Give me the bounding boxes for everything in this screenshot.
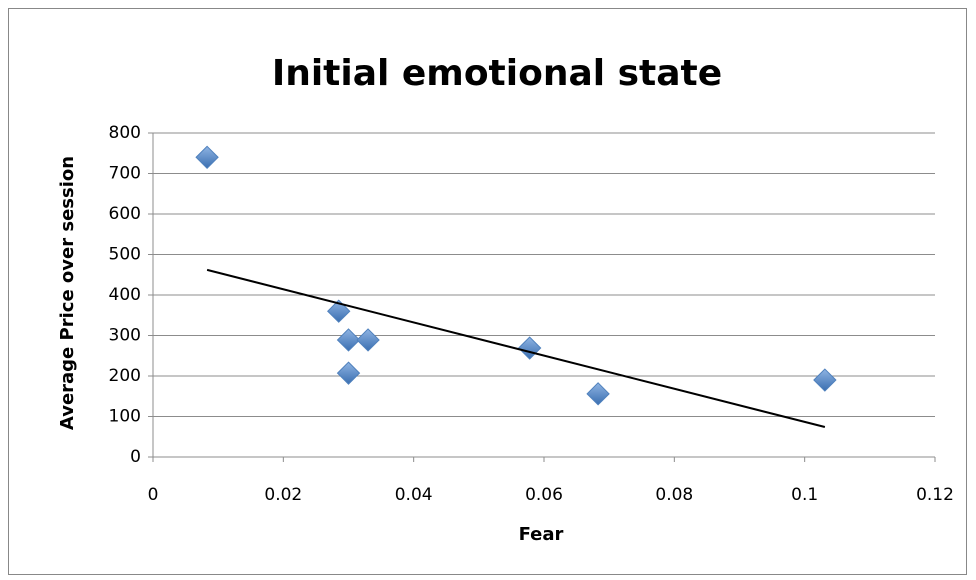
x-tick-label: 0.12: [916, 485, 954, 505]
point: [336, 361, 361, 385]
x-tick-label: 0.1: [791, 485, 818, 505]
point: [336, 328, 361, 352]
x-tick-label: 0.02: [264, 485, 302, 505]
trendline: [206, 268, 826, 428]
y-tick-label: 100: [109, 407, 141, 427]
point: [813, 368, 837, 392]
chart-title: Initial emotional state: [272, 53, 722, 94]
y-tick-label: 200: [109, 366, 141, 386]
y-tick-label: 500: [109, 245, 141, 265]
x-tick-label: 0: [148, 485, 159, 505]
chart-frame: [8, 8, 967, 575]
y-tick-label: 600: [109, 204, 141, 224]
x-tick-label: 0.06: [525, 485, 563, 505]
y-tick-label: 800: [109, 123, 141, 143]
point: [195, 145, 219, 170]
x-tick-label: 0.08: [655, 485, 693, 505]
y-tick-label: 300: [109, 326, 141, 346]
point: [586, 382, 610, 406]
point: [356, 328, 380, 352]
x-axis-label: Fear: [519, 524, 564, 545]
y-axis-label: Average Price over session: [57, 156, 78, 430]
y-tick-label: 0: [130, 447, 141, 467]
y-tick-label: 700: [109, 164, 141, 184]
y-tick-label: 400: [109, 285, 141, 305]
x-tick-label: 0.04: [395, 485, 433, 505]
